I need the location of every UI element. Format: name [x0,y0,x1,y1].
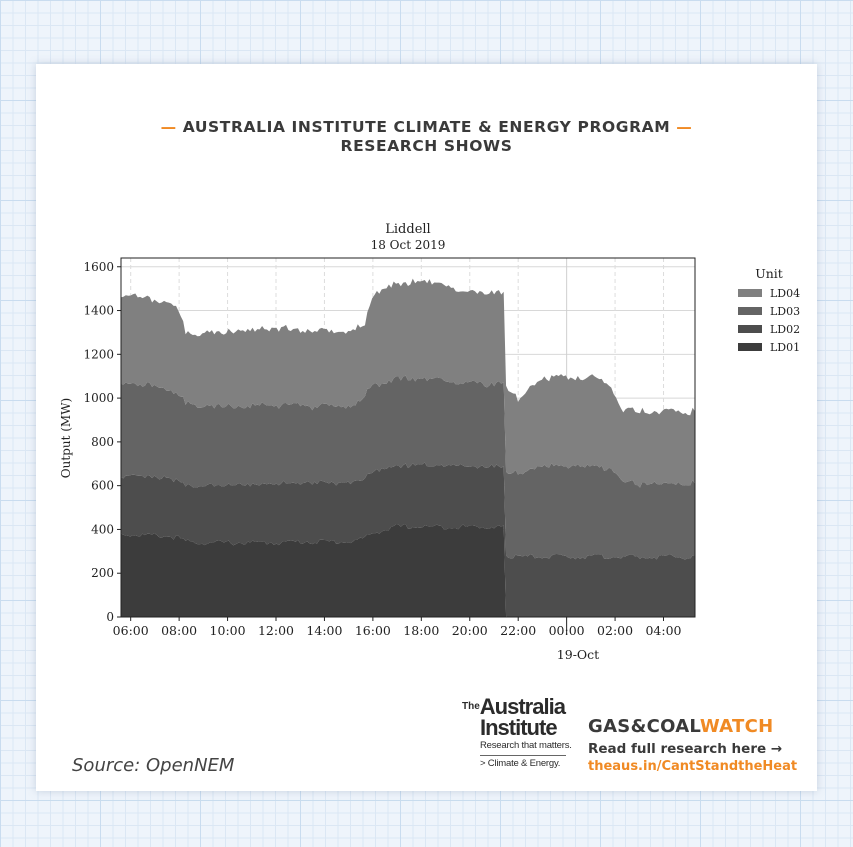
headline-dash-left: — [160,118,177,136]
x-tick-label: 00:00 [549,623,585,638]
x-axis-sublabel: 19-Oct [557,647,599,662]
y-axis-label: Output (MW) [59,398,73,478]
x-tick-label: 10:00 [210,623,246,638]
plot-frame [120,257,696,618]
y-tick-label: 1400 [83,304,114,318]
tai-logo-word-1: Australia [479,694,566,719]
gcw-cta: Read full research here → [588,741,783,757]
area-ld01 [121,524,695,617]
x-tick-label: 18:00 [403,623,439,638]
legend-label-ld03: LD03 [770,305,800,318]
legend-swatch-ld01 [738,343,762,351]
y-tick-label: 1600 [83,260,114,274]
y-tick-label: 600 [91,479,114,493]
tai-tagline: Research that matters. [480,740,572,751]
legend-swatch-ld03 [738,307,762,315]
gcw-title-part-1: GAS&COAL [588,716,700,737]
chart-subtitle: 18 Oct 2019 [371,238,446,252]
gas-coal-watch-block: GAS&COALWATCH Read full research here → … [588,716,797,774]
headline-line-2: RESEARCH SHOWS [340,137,513,155]
x-tick-label: 20:00 [452,623,488,638]
series-areas [121,278,695,617]
x-tick-label: 12:00 [258,623,294,638]
source-note: Source: OpenNEM [72,755,235,776]
gcw-research-link[interactable]: theaus.in/CantStandtheHeat [588,759,798,774]
area-ld02 [121,462,695,617]
y-tick-label: 400 [91,522,114,536]
y-axis-ticks: 0 200 400 600 800 1000 1200 1400 1600 [83,260,121,624]
tai-logo-the: The [462,701,480,712]
x-tick-label: 04:00 [645,623,681,638]
y-tick-label: 1200 [83,347,114,361]
tai-divider [480,755,566,756]
legend-swatch-ld04 [738,289,762,297]
tai-logo-line-1: TheAustralia [462,694,572,719]
y-tick-label: 200 [91,566,114,580]
gcw-title-part-2: WATCH [699,716,774,737]
area-ld04 [121,278,695,488]
y-tick-label: 1000 [83,391,114,405]
x-tick-label: 16:00 [355,623,391,638]
y-tick-label: 800 [91,435,114,449]
x-axis-ticks: 06:00 08:00 10:00 12:00 14:00 16:00 18:00 20:00… [113,617,682,638]
x-tick-label: 08:00 [161,623,197,638]
legend-label-ld04: LD04 [770,287,800,300]
legend-title: Unit [755,266,783,281]
tai-program-link[interactable]: > Climate & Energy. [480,758,561,769]
y-tick-label: 0 [106,610,114,624]
headline-line-1: — AUSTRALIA INSTITUTE CLIMATE & ENERGY P… [0,118,853,136]
x-tick-label: 22:00 [500,623,536,638]
legend-label-ld01: LD01 [770,341,800,354]
area-ld03 [121,375,695,560]
legend-label-ld02: LD02 [770,323,800,336]
headline-text-1: AUSTRALIA INSTITUTE CLIMATE & ENERGY PRO… [182,118,671,136]
chart-title: Liddell [385,222,430,237]
legend: Unit LD04 LD03 LD02 LD01 [738,266,800,354]
headline-dash-right: — [676,118,693,136]
australia-institute-logo: TheAustralia Institute Research that mat… [462,694,572,770]
x-tick-label: 02:00 [597,623,633,638]
x-tick-label: 14:00 [306,623,342,638]
gcw-title: GAS&COALWATCH [588,716,797,737]
legend-swatch-ld02 [738,325,762,333]
tai-logo-line-2: Institute [480,715,558,740]
x-tick-label: 06:00 [113,623,149,638]
